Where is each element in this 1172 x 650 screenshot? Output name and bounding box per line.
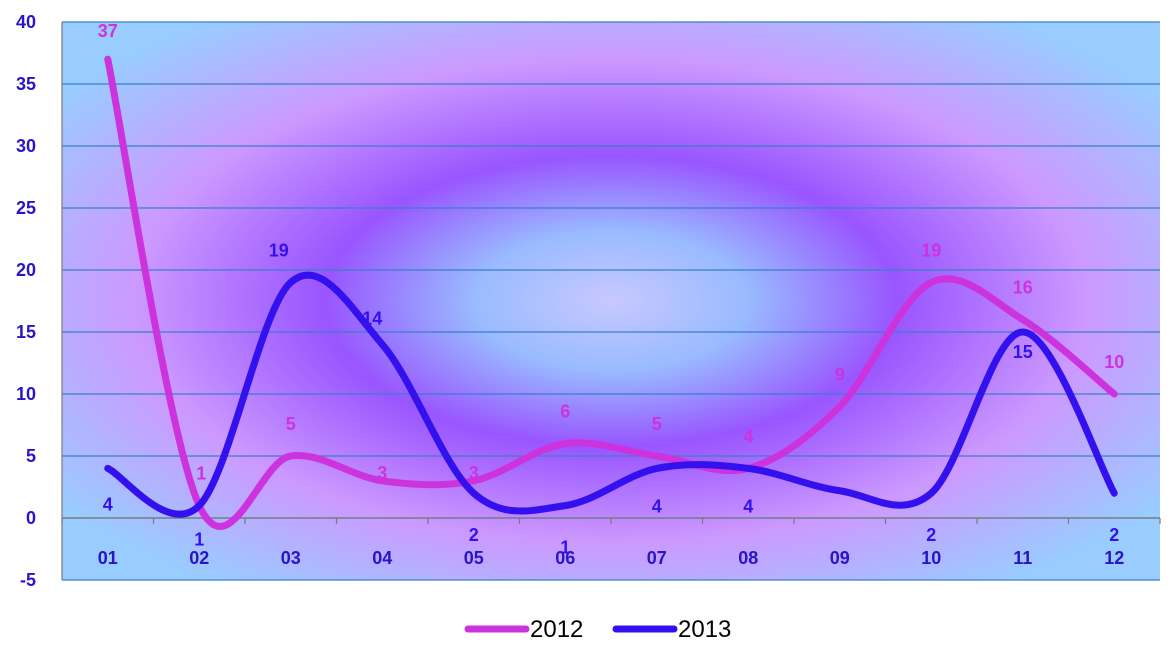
x-tick-label: 10	[921, 548, 941, 568]
data-label: 1	[560, 538, 570, 558]
data-label: 19	[269, 240, 289, 260]
data-label: 1	[196, 464, 206, 484]
data-label: 14	[362, 308, 382, 328]
y-tick-label: 0	[26, 508, 36, 528]
data-label: 5	[652, 414, 662, 434]
y-tick-label: 30	[16, 136, 36, 156]
data-label: 16	[1013, 278, 1033, 298]
data-label: 3	[377, 463, 387, 483]
x-tick-label: 02	[189, 548, 209, 568]
data-label: 4	[103, 494, 113, 514]
x-tick-label: 03	[281, 548, 301, 568]
data-label: 15	[1013, 342, 1033, 362]
x-tick-label: 04	[372, 548, 392, 568]
y-tick-label: 40	[16, 12, 36, 32]
series-line-2012	[104, 55, 1118, 530]
data-label: 2	[926, 525, 936, 545]
x-tick-label: 11	[1013, 548, 1032, 568]
data-label: 4	[743, 496, 753, 516]
x-tick-label: 08	[738, 548, 758, 568]
y-tick-label: 25	[16, 198, 36, 218]
data-label: 19	[921, 240, 941, 260]
x-tick-label: 06	[555, 548, 575, 568]
data-label: 2	[1109, 525, 1119, 545]
y-tick-label: -5	[20, 570, 36, 590]
y-tick-label: 5	[26, 446, 36, 466]
data-label: 3	[469, 463, 479, 483]
y-tick-label: 15	[16, 322, 36, 342]
x-tick-label: 05	[464, 548, 484, 568]
legend: 2012 2013	[464, 616, 731, 643]
data-label: 4	[743, 426, 753, 446]
data-label: 4	[652, 496, 662, 516]
x-tick-label: 12	[1104, 548, 1124, 568]
data-label: 9	[835, 364, 845, 384]
series-line-2013	[104, 271, 1118, 518]
x-tick-label: 09	[830, 548, 850, 568]
series-lines	[104, 55, 1118, 530]
legend-label-2012: 2012	[530, 616, 583, 643]
x-tick-label: 07	[647, 548, 667, 568]
legend-label-2013: 2013	[678, 616, 731, 643]
y-tick-label: 35	[16, 74, 36, 94]
y-tick-label: 20	[16, 260, 36, 280]
data-label: 5	[286, 414, 296, 434]
data-label: 2	[469, 525, 479, 545]
data-label: 10	[1104, 352, 1124, 372]
data-label: 37	[98, 21, 118, 41]
data-label: 6	[560, 402, 570, 422]
data-label: 1	[194, 530, 204, 550]
x-tick-label: 01	[98, 548, 118, 568]
y-tick-label: 10	[16, 384, 36, 404]
